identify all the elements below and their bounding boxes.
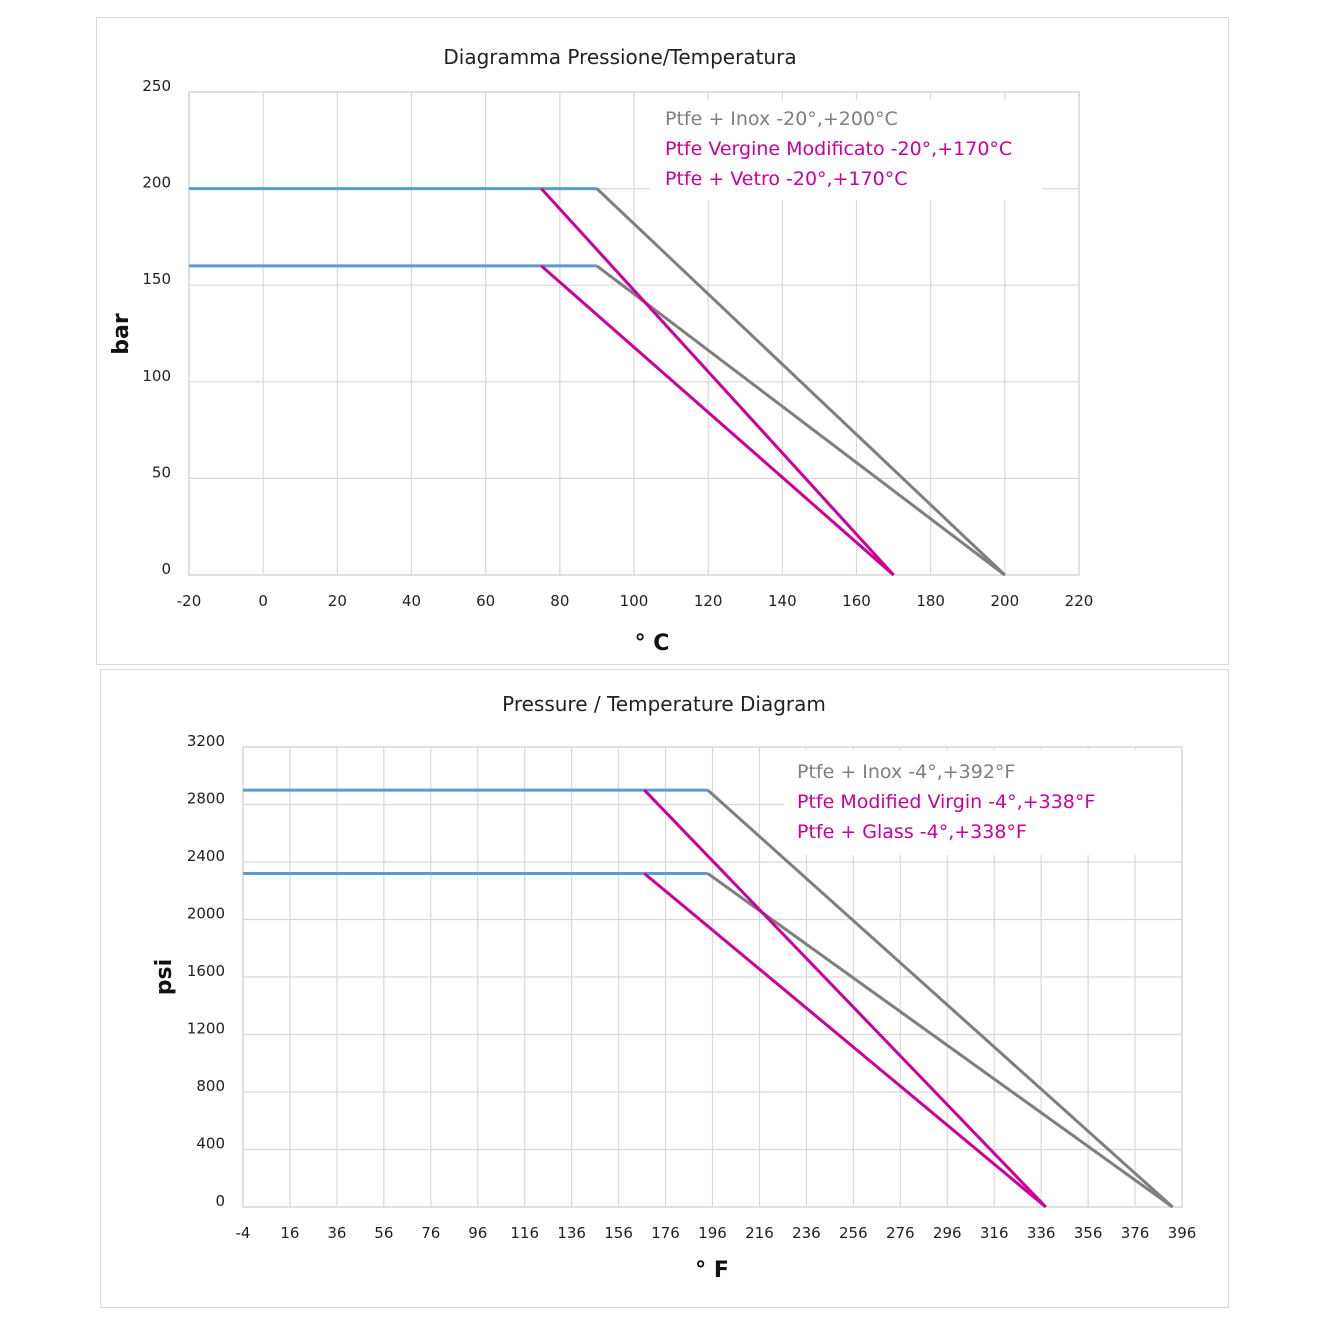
x-tick-label: 216: [745, 1224, 774, 1242]
x-tick-label: 176: [651, 1224, 680, 1242]
x-tick-label: 60: [476, 592, 495, 610]
x-axis-title: ° C: [635, 631, 670, 656]
y-tick-label: 250: [142, 77, 171, 95]
x-tick-label: 16: [280, 1224, 299, 1242]
chart-1: -4 16 36 56 76 96 116 136 156 176 196 216 236 256 276 2…: [152, 692, 1196, 1283]
x-tick-label: 156: [604, 1224, 633, 1242]
x-tick-label: 136: [557, 1224, 586, 1242]
x-tick-label: 256: [839, 1224, 868, 1242]
y-tick-label: 400: [196, 1135, 225, 1153]
x-tick-label: 76: [421, 1224, 440, 1242]
y-tick-label: 3200: [187, 732, 225, 750]
x-tick-label: 200: [991, 592, 1020, 610]
chart-title: Pressure / Temperature Diagram: [502, 692, 826, 716]
x-tick-label: 276: [886, 1224, 915, 1242]
series-line-4: [540, 187, 895, 577]
series-line-2: [706, 788, 1174, 1209]
series-line-4: [643, 789, 1047, 1209]
legend-entry: Ptfe Vergine Modificato -20°,+170°C: [665, 138, 1012, 160]
chart-0: -20 0 20 40 60 80 100 120 140 160 180 200 220 0 50 100 1…: [109, 45, 1093, 656]
x-tick-label: 140: [768, 592, 797, 610]
x-tick-label: 236: [792, 1224, 821, 1242]
y-tick-label: 0: [215, 1192, 225, 1210]
x-tick-label: 356: [1074, 1224, 1103, 1242]
legend-entry: Ptfe + Vetro -20°,+170°C: [665, 168, 908, 190]
x-tick-label: 56: [374, 1224, 393, 1242]
series-line-5: [540, 264, 895, 577]
legend-entry: Ptfe + Inox -4°,+392°F: [797, 761, 1015, 783]
x-tick-label: 80: [550, 592, 569, 610]
x-tick-label: 36: [327, 1224, 346, 1242]
x-tick-label: 160: [842, 592, 871, 610]
y-tick-label: 2400: [187, 847, 225, 865]
y-axis-title: psi: [152, 959, 177, 995]
x-tick-label: -4: [236, 1224, 251, 1242]
x-axis-title: ° F: [695, 1258, 729, 1283]
x-tick-label: 116: [510, 1224, 539, 1242]
x-tick-label: 20: [328, 592, 347, 610]
y-tick-label: 200: [142, 174, 171, 192]
x-tick-label: 180: [916, 592, 945, 610]
x-tick-label: 376: [1121, 1224, 1150, 1242]
series-line-3: [706, 872, 1174, 1209]
legend-box: [650, 100, 1042, 200]
x-tick-label: 40: [402, 592, 421, 610]
y-tick-label: 50: [152, 463, 171, 481]
series-line-3: [595, 264, 1006, 577]
y-tick-label: 0: [161, 560, 171, 578]
y-tick-label: 2000: [187, 905, 225, 923]
x-tick-label: 96: [468, 1224, 487, 1242]
x-tick-label: 100: [620, 592, 649, 610]
x-tick-label: 296: [933, 1224, 962, 1242]
y-tick-label: 1200: [187, 1020, 225, 1038]
series-line-2: [595, 187, 1006, 577]
x-tick-label: -20: [177, 592, 202, 610]
legend-entry: Ptfe Modified Virgin -4°,+338°F: [797, 791, 1095, 813]
y-tick-label: 150: [142, 270, 171, 288]
x-tick-label: 336: [1027, 1224, 1056, 1242]
legend-entry: Ptfe + Inox -20°,+200°C: [665, 108, 898, 130]
x-tick-label: 396: [1168, 1224, 1197, 1242]
series-line-5: [643, 872, 1047, 1209]
legend-box: [784, 750, 1181, 855]
y-axis-title: bar: [109, 313, 134, 355]
x-tick-label: 316: [980, 1224, 1009, 1242]
chart-title: Diagramma Pressione/Temperatura: [443, 45, 796, 69]
x-tick-label: 120: [694, 592, 723, 610]
y-tick-label: 800: [196, 1077, 225, 1095]
y-tick-label: 1600: [187, 962, 225, 980]
legend-entry: Ptfe + Glass -4°,+338°F: [797, 821, 1027, 843]
x-tick-label: 220: [1065, 592, 1094, 610]
x-tick-label: 196: [698, 1224, 727, 1242]
y-tick-label: 2800: [187, 790, 225, 808]
x-tick-label: 0: [258, 592, 268, 610]
y-tick-label: 100: [142, 367, 171, 385]
